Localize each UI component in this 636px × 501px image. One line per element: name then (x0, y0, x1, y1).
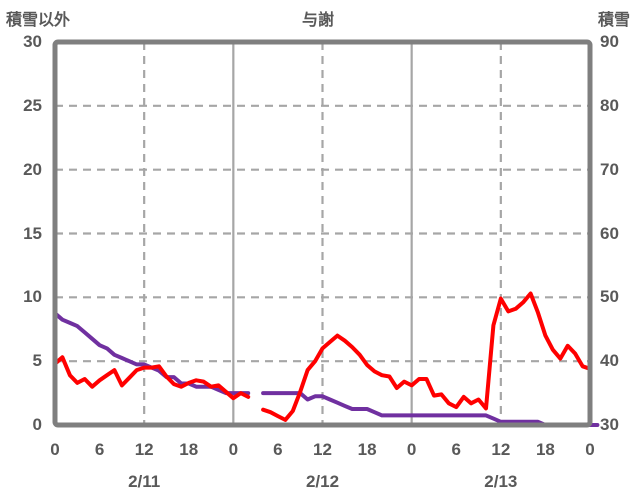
right-axis-tick: 90 (600, 32, 619, 51)
left-axis-tick: 25 (23, 95, 42, 115)
x-axis-hour-tick: 6 (273, 440, 283, 459)
x-axis-hour-tick: 12 (134, 440, 154, 459)
x-axis-hour-tick: 6 (94, 440, 105, 459)
x-axis-hour-tick: 18 (357, 440, 377, 459)
x-axis-hour-tick: 12 (313, 440, 332, 459)
left-axis-tick: 30 (23, 32, 42, 51)
x-axis-hour-tick: 0 (585, 440, 595, 459)
right-axis-tick: 50 (600, 287, 619, 307)
x-axis-date-label: 2/11 (128, 472, 161, 491)
x-axis-date-label: 2/12 (305, 472, 340, 491)
left-axis-tick: 20 (23, 159, 42, 179)
x-axis-hour-tick: 18 (179, 440, 199, 459)
x-axis-hour-tick: 0 (228, 440, 239, 459)
left-axis-tick: 10 (23, 287, 42, 307)
left-axis-tick: 5 (32, 351, 42, 371)
x-axis-hour-tick: 12 (491, 440, 511, 459)
left-axis-tick: 0 (32, 415, 42, 434)
right-axis-tick: 30 (600, 415, 619, 434)
x-axis-hour-tick: 0 (50, 440, 60, 459)
left-axis-tick: 15 (23, 223, 42, 243)
right-axis-tick: 70 (600, 159, 619, 179)
x-axis-date-label: 2/13 (484, 472, 518, 491)
series-line-snow-depth (261, 391, 600, 427)
x-axis-hour-tick: 6 (451, 440, 461, 459)
plot-border (52, 39, 593, 428)
right-axis-title: 積雪 (597, 12, 630, 29)
series-line-other-than-snow (53, 355, 251, 401)
chart-title: 与謝 (301, 12, 334, 29)
series-line-other-than-snow (261, 291, 592, 422)
left-axis-title: 積雪以外 (6, 12, 71, 29)
right-axis-tick: 40 (600, 351, 619, 371)
right-axis-tick: 80 (600, 95, 619, 115)
right-axis-tick: 60 (600, 223, 619, 243)
x-axis-hour-tick: 18 (535, 440, 555, 459)
x-axis-hour-tick: 0 (406, 440, 417, 459)
